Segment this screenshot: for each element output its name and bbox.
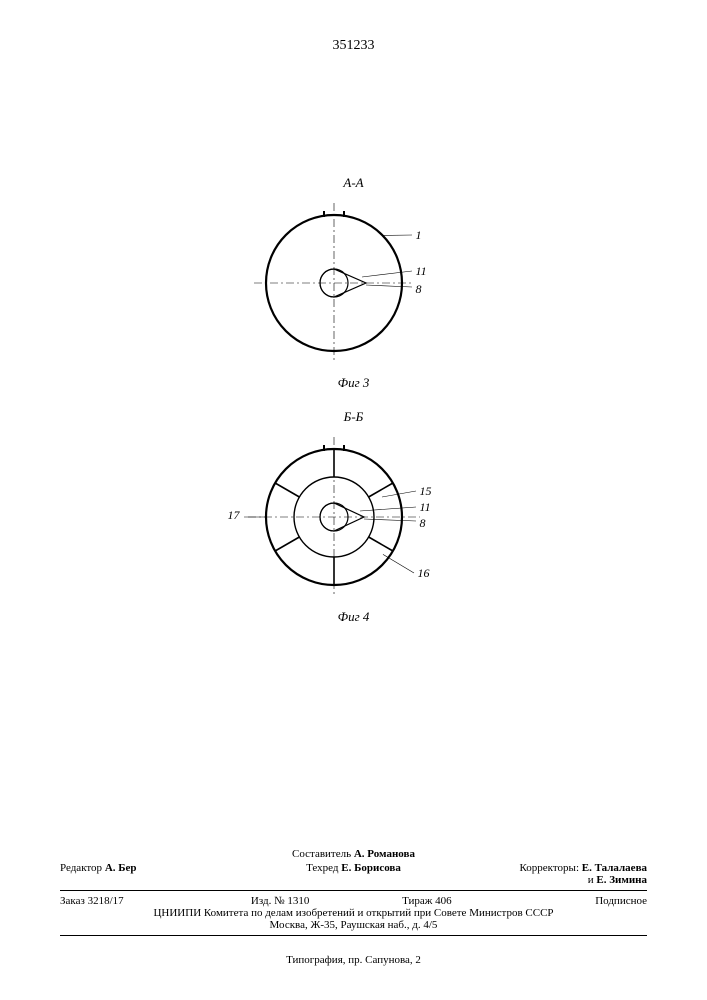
corr2: Е. Зимина bbox=[596, 874, 647, 886]
fig4-callout-8: 8 bbox=[420, 517, 426, 529]
fig3-section-label: А-А bbox=[224, 175, 484, 191]
editor-label: Редактор bbox=[60, 862, 102, 874]
editor-block: Редактор А. Бер bbox=[60, 862, 256, 874]
fig3-callout-8: 8 bbox=[416, 283, 422, 295]
fig3-caption: Фиг 3 bbox=[224, 375, 484, 391]
figures-area: А-А 1 11 8 Фиг 3 Б-Б 15 11 8 17 16 Фиг 4 bbox=[0, 175, 707, 625]
order-label: Заказ bbox=[60, 895, 85, 907]
corr-block: Корректоры: Е. Талалаева и Е. Зимина bbox=[451, 862, 647, 886]
compiler-name: А. Романова bbox=[354, 848, 415, 860]
order-block: Заказ 3218/17 bbox=[60, 895, 207, 907]
fig4-caption: Фиг 4 bbox=[214, 609, 494, 625]
figure-4: Б-Б 15 11 8 17 16 Фиг 4 bbox=[214, 409, 494, 625]
typography-line: Типография, пр. Сапунова, 2 bbox=[0, 954, 707, 966]
order-value: 3218/17 bbox=[88, 895, 124, 907]
izd-block: Изд. № 1310 bbox=[207, 895, 354, 907]
fig4-callout-16: 16 bbox=[418, 567, 430, 579]
corr-and: и bbox=[588, 874, 594, 886]
org-line-2: Москва, Ж-35, Раушская наб., д. 4/5 bbox=[60, 919, 647, 931]
tirazh-block: Тираж 406 bbox=[354, 895, 501, 907]
tirazh-label: Тираж bbox=[402, 895, 432, 907]
corr1: Е. Талалаева bbox=[582, 862, 647, 874]
izd-value: 1310 bbox=[287, 895, 309, 907]
editor-name: А. Бер bbox=[105, 862, 137, 874]
fig4-section-label: Б-Б bbox=[214, 409, 494, 425]
print-row: Заказ 3218/17 Изд. № 1310 Тираж 406 Подп… bbox=[60, 895, 647, 907]
org-line-1: ЦНИИПИ Комитета по делам изобретений и о… bbox=[60, 907, 647, 919]
page-number: 351233 bbox=[0, 38, 707, 54]
fig4-svg bbox=[214, 427, 494, 607]
fig3-svg bbox=[224, 193, 484, 373]
figure-3: А-А 1 11 8 Фиг 3 bbox=[224, 175, 484, 391]
compiler-label: Составитель bbox=[292, 848, 351, 860]
fig3-callout-1: 1 bbox=[416, 229, 422, 241]
sub-block: Подписное bbox=[500, 895, 647, 907]
fig4-callout-11: 11 bbox=[420, 501, 431, 513]
divider-2 bbox=[60, 935, 647, 936]
izd-label: Изд. № bbox=[251, 895, 285, 907]
sub-value: Подписное bbox=[595, 895, 647, 907]
divider-1 bbox=[60, 890, 647, 891]
corr-label: Корректоры: bbox=[520, 862, 579, 874]
fig4-callout-15: 15 bbox=[420, 485, 432, 497]
fig3-callout-11: 11 bbox=[416, 265, 427, 277]
compiler-line: Составитель А. Романова bbox=[60, 848, 647, 860]
tech-label: Техред bbox=[306, 862, 338, 874]
tech-name: Е. Борисова bbox=[341, 862, 401, 874]
tirazh-value: 406 bbox=[435, 895, 452, 907]
credits-row: Редактор А. Бер Техред Е. Борисова Корре… bbox=[60, 862, 647, 886]
fig4-callout-17: 17 bbox=[228, 509, 240, 521]
tech-block: Техред Е. Борисова bbox=[256, 862, 452, 874]
footer: Составитель А. Романова Редактор А. Бер … bbox=[60, 848, 647, 940]
